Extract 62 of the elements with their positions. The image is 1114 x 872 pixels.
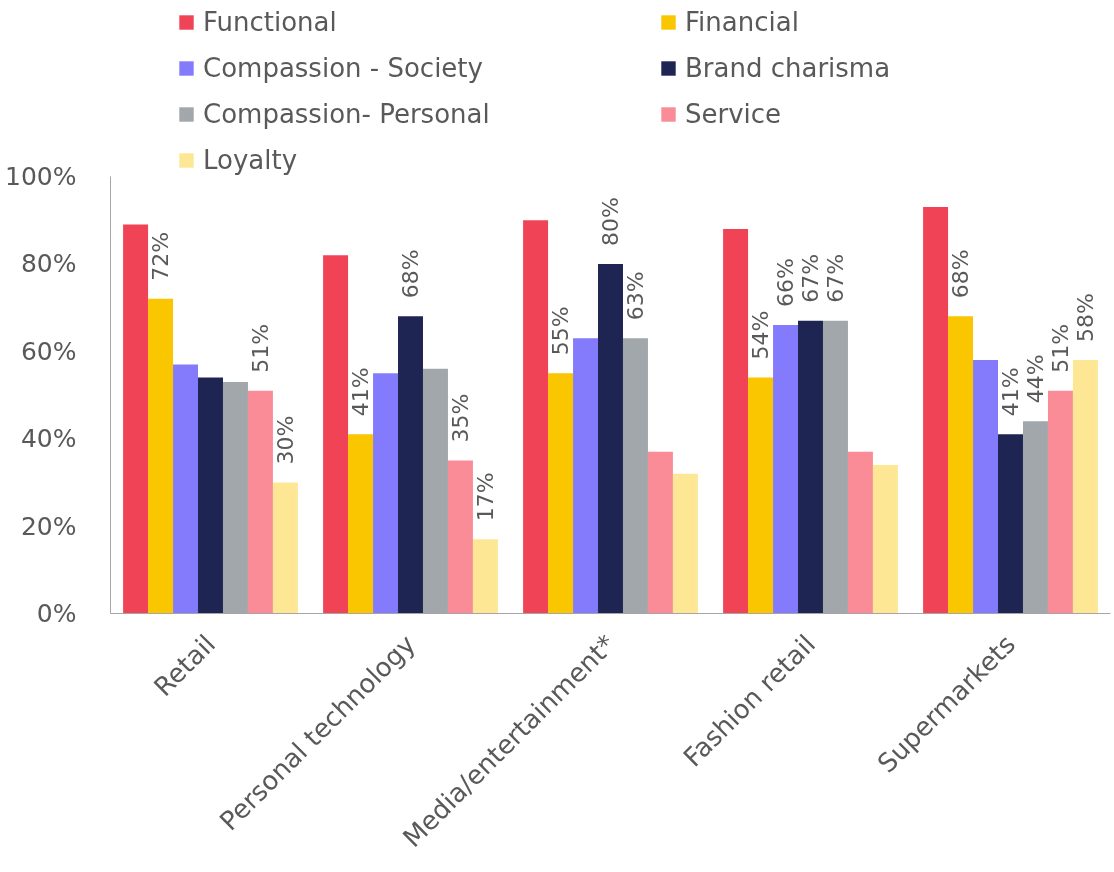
data-label: 66% xyxy=(773,258,799,308)
data-label: 41% xyxy=(348,367,374,417)
legend-label: Loyalty xyxy=(203,145,299,175)
bar xyxy=(573,338,599,614)
bar xyxy=(748,377,774,614)
bar xyxy=(323,255,349,614)
y-tick-label: 100% xyxy=(5,162,77,191)
legend-label: Compassion - Society xyxy=(203,53,484,83)
data-label: 68% xyxy=(948,249,974,299)
data-label: 51% xyxy=(247,323,273,373)
data-label: 55% xyxy=(548,306,574,356)
bar xyxy=(998,434,1023,614)
data-label: 17% xyxy=(472,472,498,522)
data-label: 41% xyxy=(998,367,1023,417)
bar xyxy=(247,390,273,614)
bar xyxy=(123,224,149,614)
data-label: 44% xyxy=(1022,354,1048,404)
bar xyxy=(523,220,549,614)
legend-label: Service xyxy=(685,99,783,129)
data-label: 72% xyxy=(148,231,174,281)
legend-label: Compassion- Personal xyxy=(203,99,491,129)
y-tick-label: 0% xyxy=(36,599,77,628)
bar xyxy=(1047,390,1073,614)
legend-label: Brand charisma xyxy=(685,53,892,83)
bar xyxy=(447,460,473,614)
bar xyxy=(198,377,223,614)
data-label: 68% xyxy=(398,249,423,299)
legend-label: Financial xyxy=(685,7,800,37)
y-tick-label: 80% xyxy=(20,249,77,279)
data-label: 67% xyxy=(798,253,823,303)
bar xyxy=(148,298,174,614)
data-label: 67% xyxy=(822,253,848,303)
y-tick-label: 20% xyxy=(20,511,77,541)
bar xyxy=(272,482,298,614)
data-label: 63% xyxy=(622,271,648,321)
bar xyxy=(798,320,823,614)
bar xyxy=(923,207,949,614)
bar xyxy=(398,316,423,614)
bar xyxy=(773,325,799,614)
data-label: 30% xyxy=(272,415,298,465)
data-label: 54% xyxy=(748,310,774,360)
bar xyxy=(672,473,698,614)
bar xyxy=(973,360,999,614)
legend-label: Functional xyxy=(203,7,338,37)
data-label: 80% xyxy=(598,196,623,246)
y-tick-label: 40% xyxy=(20,424,77,454)
bar xyxy=(1072,360,1098,614)
bar xyxy=(647,451,673,614)
data-label: 35% xyxy=(447,393,473,443)
bar xyxy=(847,451,873,614)
y-tick-label: 60% xyxy=(20,336,77,366)
bar xyxy=(373,373,399,614)
bar xyxy=(723,228,749,614)
bar xyxy=(173,364,199,614)
bar xyxy=(948,316,974,614)
data-label: 58% xyxy=(1072,293,1098,343)
bar xyxy=(872,464,898,614)
bar xyxy=(598,263,623,614)
bar xyxy=(348,434,374,614)
bar xyxy=(548,373,574,614)
data-label: 51% xyxy=(1047,323,1073,373)
bar xyxy=(472,539,498,614)
